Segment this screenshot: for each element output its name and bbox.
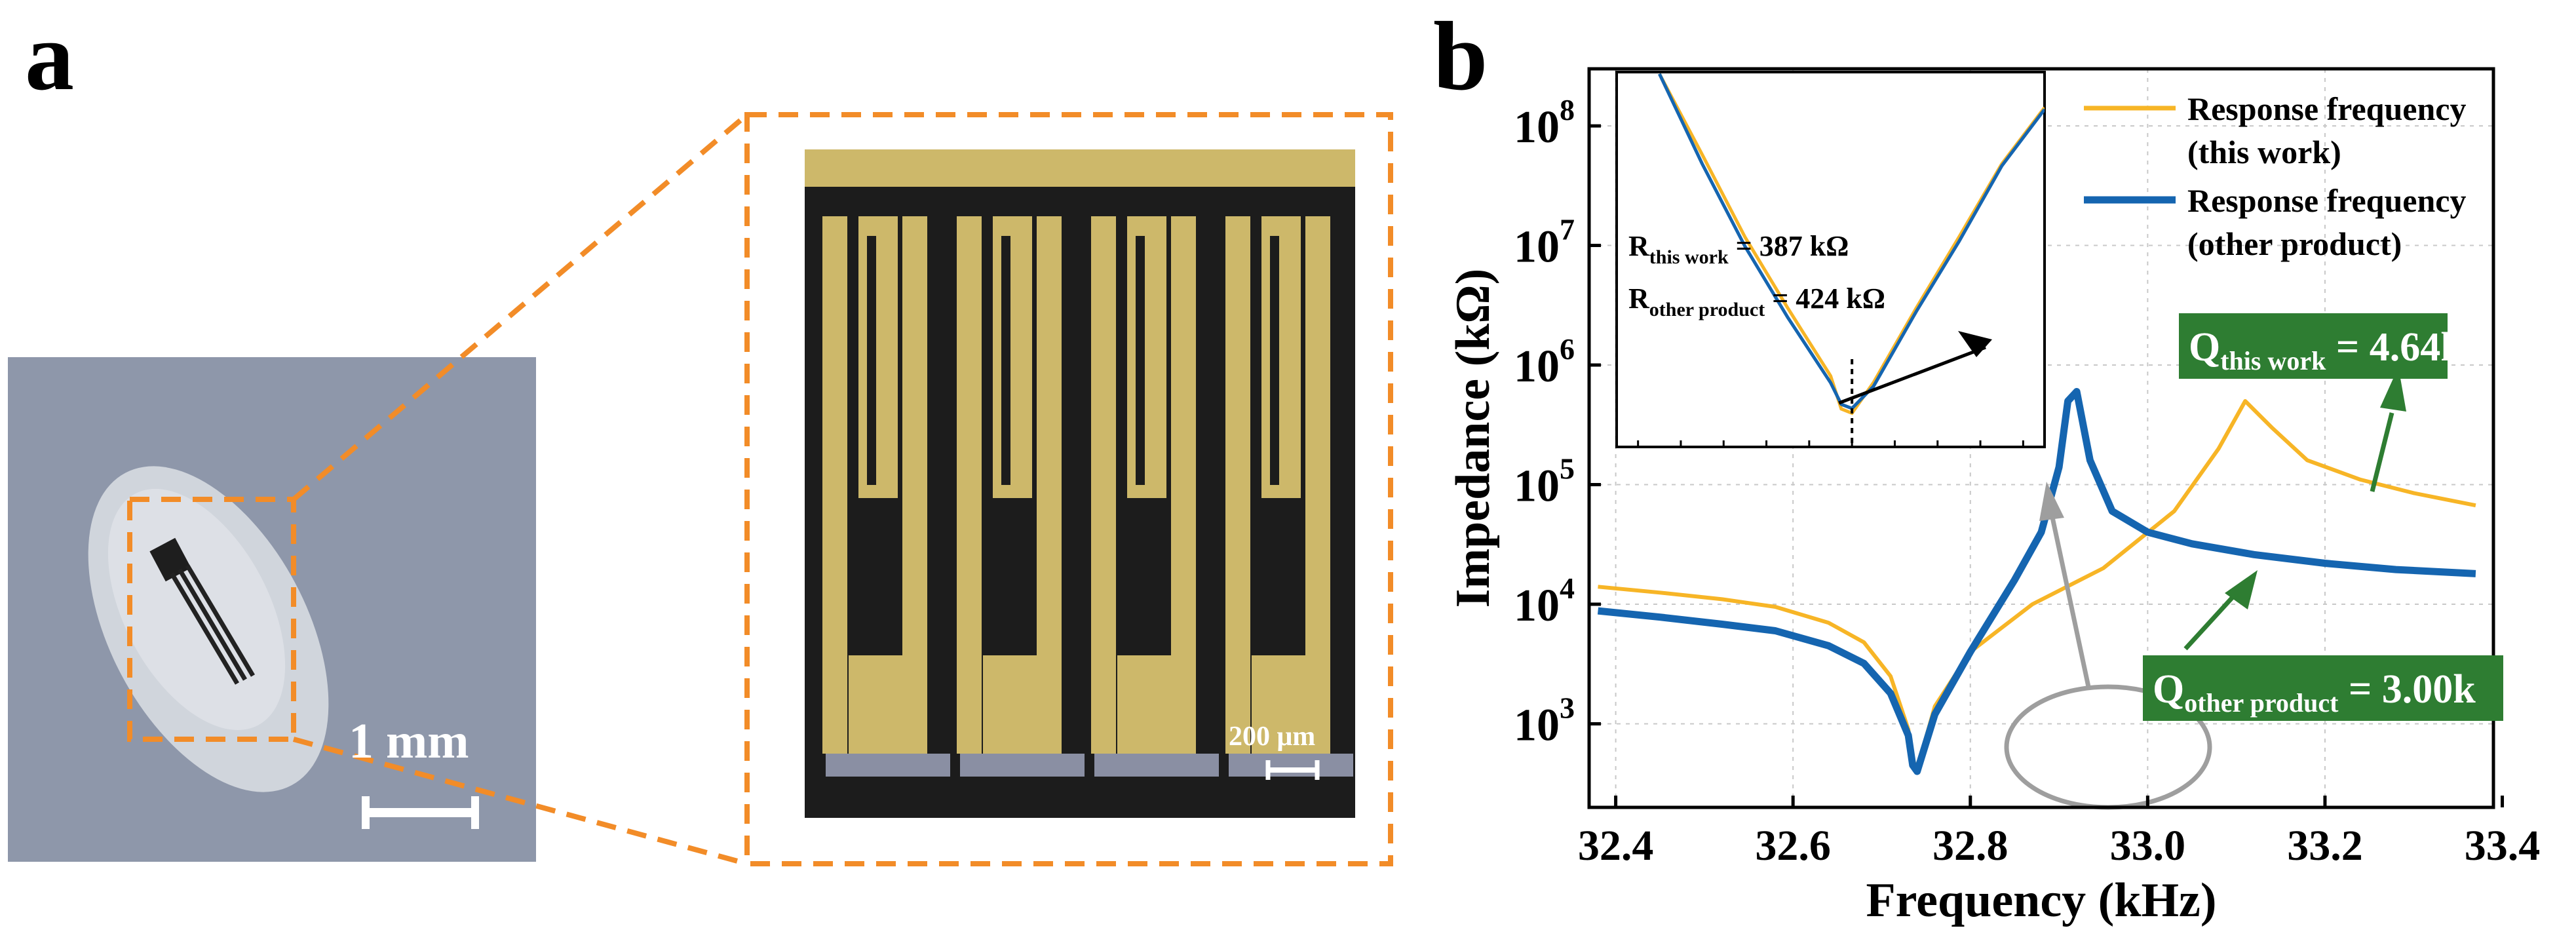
panel-a-graphics: [8, 112, 1393, 866]
electrode-finger: [1225, 216, 1250, 754]
micro-scale-label: 200 μm: [1229, 722, 1316, 752]
legend-label: Response frequency: [2187, 182, 2466, 219]
legend-label: (other product): [2187, 225, 2402, 262]
electrode-finger: [1127, 216, 1166, 498]
magnified-frame: [744, 112, 1393, 866]
axes: 32.4 32.6 32.8 33.0 33.2 33.4 103 104 105 106 107 1…: [1446, 67, 2541, 927]
legend-label: (this work): [2187, 134, 2341, 170]
plot-frame: [1587, 67, 2495, 809]
x-tick-label: 33.0: [2110, 822, 2186, 870]
electrode-pad: [1117, 655, 1196, 754]
inset-series-line: [1658, 73, 2045, 415]
zoom-box: [127, 497, 296, 742]
q-other-arrow-line: [2183, 593, 2237, 651]
panel-b-label: b: [1433, 2, 1488, 111]
ellipse-arrowhead: [2039, 482, 2064, 521]
svg-text:Qother product = 3.00k: Qother product = 3.00k: [2153, 667, 2476, 718]
photo-scale-label: 1 mm: [349, 714, 469, 769]
inset-series-line: [1658, 73, 2045, 411]
electrode-finger: [822, 216, 847, 754]
lead-3: [185, 564, 256, 677]
q-this-work-label: Qthis work = 4.64k: [2179, 313, 2463, 379]
series-line-other-product: [1597, 388, 2476, 775]
lead-1: [169, 572, 240, 685]
x-tick-label: 32.6: [1755, 822, 1831, 870]
impedance-chart: 32.4 32.6 32.8 33.0 33.2 33.4 103 104 105 106 107 1…: [1446, 67, 2541, 927]
panel-a: a: [8, 2, 1393, 866]
y-tick-label: 107: [1514, 213, 1575, 273]
r-other-product-label: Rother product = 424 kΩ: [1628, 282, 1885, 320]
zoom-connector-bottom: [292, 737, 748, 866]
y-tick-label: 105: [1514, 452, 1575, 511]
zoom-connector-top: [292, 112, 749, 502]
series-lines: [1597, 388, 2476, 775]
y-tick-label: 103: [1514, 691, 1575, 750]
panel-a-label: a: [25, 2, 74, 111]
electrode-finger: [858, 216, 898, 498]
electrode-finger: [957, 216, 982, 754]
sensor-photo: [8, 357, 536, 862]
electrode-finger: [1261, 216, 1301, 498]
y-tick-label: 104: [1514, 571, 1575, 631]
x-tick-label: 33.4: [2465, 822, 2541, 870]
photo-scale-bar: [362, 796, 479, 829]
y-tick-label: 108: [1514, 93, 1575, 153]
x-tick-label: 33.2: [2287, 822, 2363, 870]
q-this-arrow-line: [2370, 412, 2394, 492]
r-this-work-label: Rthis work = 387 kΩ: [1628, 230, 1849, 268]
electrode-micrograph: [805, 149, 1355, 818]
q-other-arrowhead: [2225, 570, 2258, 609]
x-tick-label: 32.4: [1578, 822, 1654, 870]
y-tick-label: 106: [1514, 332, 1575, 392]
svg-text:Qthis work = 4.64k: Qthis work = 4.64k: [2189, 325, 2463, 376]
electrode-pad: [849, 655, 927, 754]
electrode-finger: [993, 216, 1032, 498]
inset-arrow-line: [1838, 345, 1986, 405]
inset-arrowhead: [1958, 331, 1992, 357]
electrode-pad: [983, 655, 1062, 754]
electrode-pad: [1252, 655, 1330, 754]
q-other-product-label: Qother product = 3.00k: [2143, 655, 2503, 721]
y-axis-label: Impedance (kΩ): [1446, 269, 1500, 608]
ellipse-arrow-line: [2048, 511, 2091, 687]
legend-label: Response frequency: [2187, 90, 2466, 127]
electrode-finger: [1091, 216, 1116, 754]
lead-2: [177, 568, 248, 681]
x-axis-label: Frequency (kHz): [1866, 874, 2216, 927]
x-tick-label: 32.8: [1932, 822, 2009, 870]
inset-chart: Rthis work = 387 kΩ Rother product = 424 …: [1615, 71, 2046, 448]
micro-scale-bar: [1265, 760, 1320, 780]
legend: Response frequency (this work) Response fr…: [2084, 90, 2466, 262]
panel-b: b 32.4 32.6 32.8 33.0 33.2 33.4 103 104 105 106 10…: [1429, 0, 2576, 945]
